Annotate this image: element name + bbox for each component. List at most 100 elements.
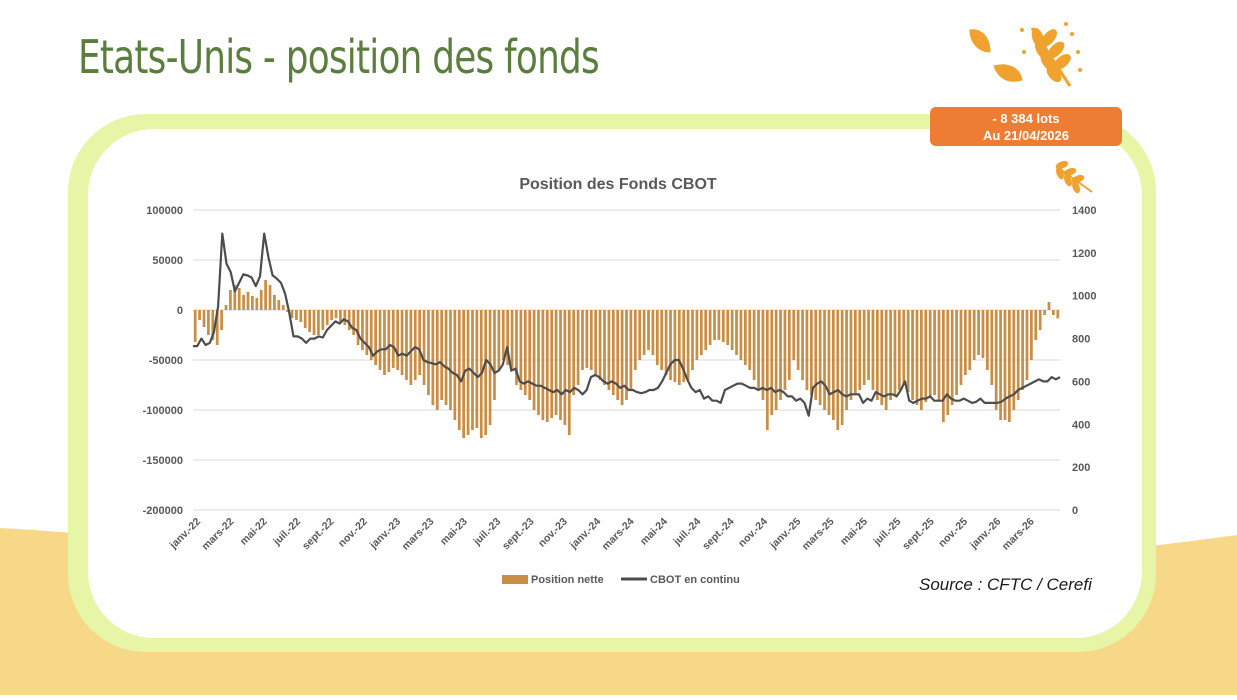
bar: [677, 310, 681, 385]
bar: [281, 305, 285, 310]
bar: [783, 310, 787, 390]
bar: [497, 310, 501, 370]
bar: [933, 310, 936, 395]
bar: [990, 310, 994, 385]
x-tick-label: janv.-25: [767, 516, 803, 552]
y2-tick-label: 600: [1072, 376, 1090, 388]
bar: [682, 310, 686, 382]
bar: [1012, 310, 1016, 410]
bar: [457, 310, 461, 430]
bar: [655, 310, 659, 365]
bar: [858, 310, 862, 390]
bar: [220, 310, 223, 330]
bar: [330, 310, 333, 320]
bar: [889, 310, 892, 400]
bar: [532, 310, 536, 410]
bar: [774, 310, 778, 410]
bar: [528, 310, 532, 400]
bar: [726, 310, 730, 345]
bar: [202, 310, 206, 327]
bar: [259, 290, 263, 310]
bar: [1016, 310, 1020, 400]
bar: [466, 310, 470, 435]
y2-tick-label: 400: [1072, 419, 1090, 431]
bar: [277, 300, 281, 310]
bar: [695, 310, 699, 360]
x-tick-label: mai-23: [438, 516, 470, 548]
bar: [796, 310, 800, 370]
bar: [792, 310, 796, 360]
bar: [942, 310, 945, 422]
bar: [409, 310, 413, 385]
bar: [237, 288, 241, 310]
bar: [862, 310, 866, 385]
bar: [691, 310, 694, 370]
bar: [836, 310, 840, 430]
x-tick-label: juil.-24: [671, 516, 704, 549]
bar: [422, 310, 426, 385]
y2-tick-label: 1200: [1072, 248, 1096, 260]
bar: [871, 310, 875, 390]
bar: [413, 310, 417, 380]
x-tick-label: janv.-23: [367, 516, 403, 552]
bar: [994, 310, 998, 410]
bar: [752, 310, 756, 380]
x-tick-label: nov.-23: [536, 516, 570, 550]
bar: [708, 310, 712, 345]
position-badge: - 8 384 lots Au 21/04/2026: [930, 107, 1122, 146]
badge-lots: - 8 384 lots: [992, 111, 1060, 126]
bar: [563, 310, 567, 425]
bar: [937, 310, 941, 400]
bar: [761, 310, 765, 400]
bar: [686, 310, 690, 380]
bar: [964, 310, 967, 375]
bar: [801, 310, 804, 380]
bar: [347, 310, 351, 330]
bar: [515, 310, 518, 385]
bar: [897, 310, 901, 390]
bar: [814, 310, 818, 400]
bar: [431, 310, 435, 405]
bar: [391, 310, 395, 368]
bar: [730, 310, 734, 350]
bar: [717, 310, 721, 340]
bar: [721, 310, 725, 342]
bar: [981, 310, 985, 358]
bar: [510, 310, 514, 370]
bar: [1056, 310, 1060, 319]
bar: [356, 310, 360, 345]
bar: [321, 310, 325, 330]
bar: [849, 310, 853, 400]
bar: [924, 310, 928, 402]
bar: [440, 310, 444, 400]
x-tick-label: nov.-25: [936, 516, 970, 550]
page-title: Etats-Unis - position des fonds: [78, 30, 600, 84]
bar: [853, 310, 857, 395]
y-tick-label: -200000: [143, 505, 183, 517]
bar: [928, 310, 932, 398]
bar: [642, 310, 646, 355]
bar: [378, 310, 382, 370]
legend-swatch-position-nette: [502, 575, 528, 584]
x-tick-label: mai-24: [638, 516, 670, 548]
bar: [215, 310, 219, 345]
bar: [950, 310, 954, 405]
bar: [581, 310, 584, 370]
legend-label-position-nette: Position nette: [531, 574, 604, 586]
bar: [669, 310, 672, 380]
bar: [660, 310, 664, 370]
bar: [484, 310, 488, 435]
bar: [589, 310, 593, 370]
x-tick-label: mars-23: [400, 516, 437, 553]
bar: [955, 310, 958, 395]
bar: [576, 310, 580, 385]
bar: [1008, 310, 1011, 422]
bar: [449, 310, 452, 410]
x-tick-label: sept.-22: [300, 516, 337, 553]
x-tick-label: juil.-22: [270, 516, 303, 549]
bar: [585, 310, 589, 368]
bar: [823, 310, 826, 410]
bar: [427, 310, 430, 395]
bar: [739, 310, 743, 360]
